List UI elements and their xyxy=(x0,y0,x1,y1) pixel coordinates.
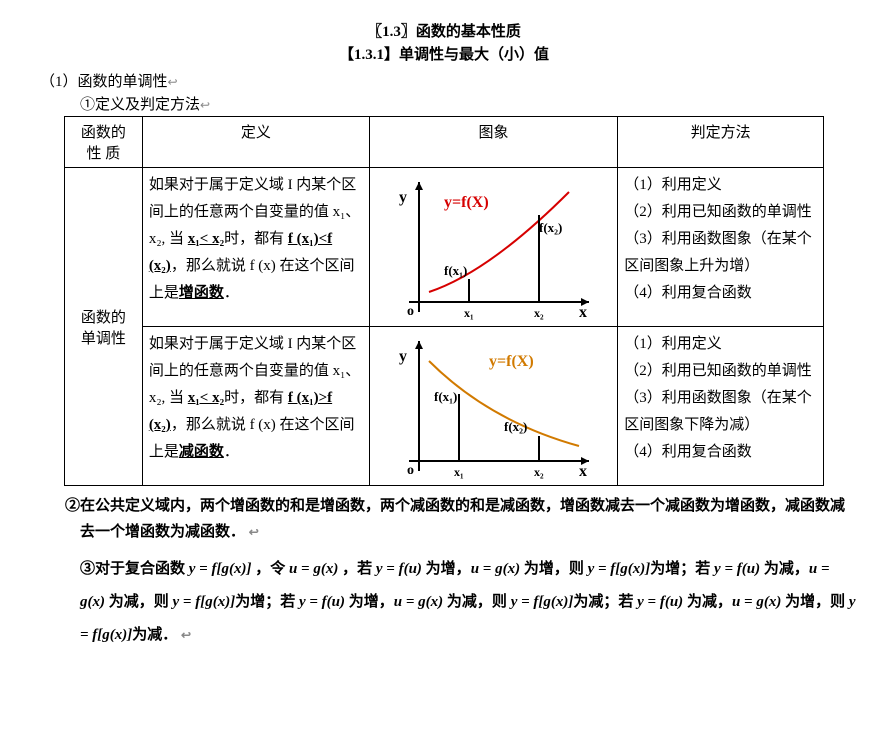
paragraph-3: ③对于复合函数 y = f[g(x)] ，令 u = g(x) ，若 y = f… xyxy=(80,553,858,652)
label-y: y xyxy=(399,189,407,206)
label-fx1: f(x₁) xyxy=(444,263,467,278)
method-item: （4）利用复合函数 xyxy=(624,280,817,307)
label-y: y xyxy=(399,348,407,365)
label-o: o xyxy=(407,304,414,319)
label-x2: x₂ xyxy=(534,306,544,320)
label-x1: x₁ xyxy=(464,306,474,320)
method-item: （4）利用复合函数 xyxy=(624,439,817,466)
table-row-increasing: 函数的 单调性 如果对于属于定义域 I 内某个区间上的任意两个自变量的值 x₁、… xyxy=(65,168,824,327)
definition-increasing: 如果对于属于定义域 I 内某个区间上的任意两个自变量的值 x₁、x₂, 当 x₁… xyxy=(142,168,369,327)
graph-increasing: y x o y=f(X) x₁ x₂ f(x₁) f(x₂) xyxy=(369,168,617,327)
title-2: 【1.3.1】单调性与最大（小）值 xyxy=(30,43,858,64)
col-header-definition: 定义 xyxy=(142,117,369,168)
method-item: （2）利用已知函数的单调性 xyxy=(624,358,817,385)
graph-decreasing: y x o y=f(X) x₁ x₂ f(x₁) f(x₂) xyxy=(369,327,617,486)
subtitle-2: ①定义及判定方法↩ xyxy=(80,93,858,114)
label-fx2: f(x₂) xyxy=(504,419,527,434)
label-x: x xyxy=(579,463,587,480)
table-header-row: 函数的 性 质 定义 图象 判定方法 xyxy=(65,117,824,168)
definition-decreasing: 如果对于属于定义域 I 内某个区间上的任意两个自变量的值 x₁、x₂, 当 x₁… xyxy=(142,327,369,486)
label-fn: y=f(X) xyxy=(489,353,534,370)
col-header-method: 判定方法 xyxy=(618,117,824,168)
label-fx1: f(x₁) xyxy=(434,389,457,404)
method-item: （1）利用定义 xyxy=(624,331,817,358)
row-label-monotone: 函数的 单调性 xyxy=(65,168,143,486)
methods-increasing: （1）利用定义 （2）利用已知函数的单调性 （3）利用函数图象（在某个区间图象上… xyxy=(618,168,824,327)
paragraph-2: ②在公共定义域内，两个增函数的和是增函数，两个减函数的和是减函数，增函数减去一个… xyxy=(80,494,858,545)
subtitle-1: （1）函数的单调性↩ xyxy=(40,70,858,91)
label-fn: y=f(X) xyxy=(444,194,489,211)
method-item: （3）利用函数图象（在某个区间图象下降为减） xyxy=(624,385,817,439)
table-row-decreasing: 如果对于属于定义域 I 内某个区间上的任意两个自变量的值 x₁、x₂, 当 x₁… xyxy=(65,327,824,486)
title-1: 〖1.3〗函数的基本性质 xyxy=(30,20,858,41)
label-fx2: f(x₂) xyxy=(539,220,562,235)
method-item: （3）利用函数图象（在某个区间图象上升为增） xyxy=(624,226,817,280)
methods-decreasing: （1）利用定义 （2）利用已知函数的单调性 （3）利用函数图象（在某个区间图象下… xyxy=(618,327,824,486)
col-header-graph: 图象 xyxy=(369,117,617,168)
label-x2: x₂ xyxy=(534,465,544,479)
method-item: （2）利用已知函数的单调性 xyxy=(624,199,817,226)
method-item: （1）利用定义 xyxy=(624,172,817,199)
monotone-table: 函数的 性 质 定义 图象 判定方法 函数的 单调性 如果对于属于定义域 I 内… xyxy=(64,116,824,486)
label-x1: x₁ xyxy=(454,465,464,479)
label-x: x xyxy=(579,304,587,321)
decreasing-graph-svg: y x o y=f(X) x₁ x₂ f(x₁) f(x₂) xyxy=(389,331,599,481)
col-header-property: 函数的 性 质 xyxy=(65,117,143,168)
label-o: o xyxy=(407,463,414,478)
increasing-graph-svg: y x o y=f(X) x₁ x₂ f(x₁) f(x₂) xyxy=(389,172,599,322)
